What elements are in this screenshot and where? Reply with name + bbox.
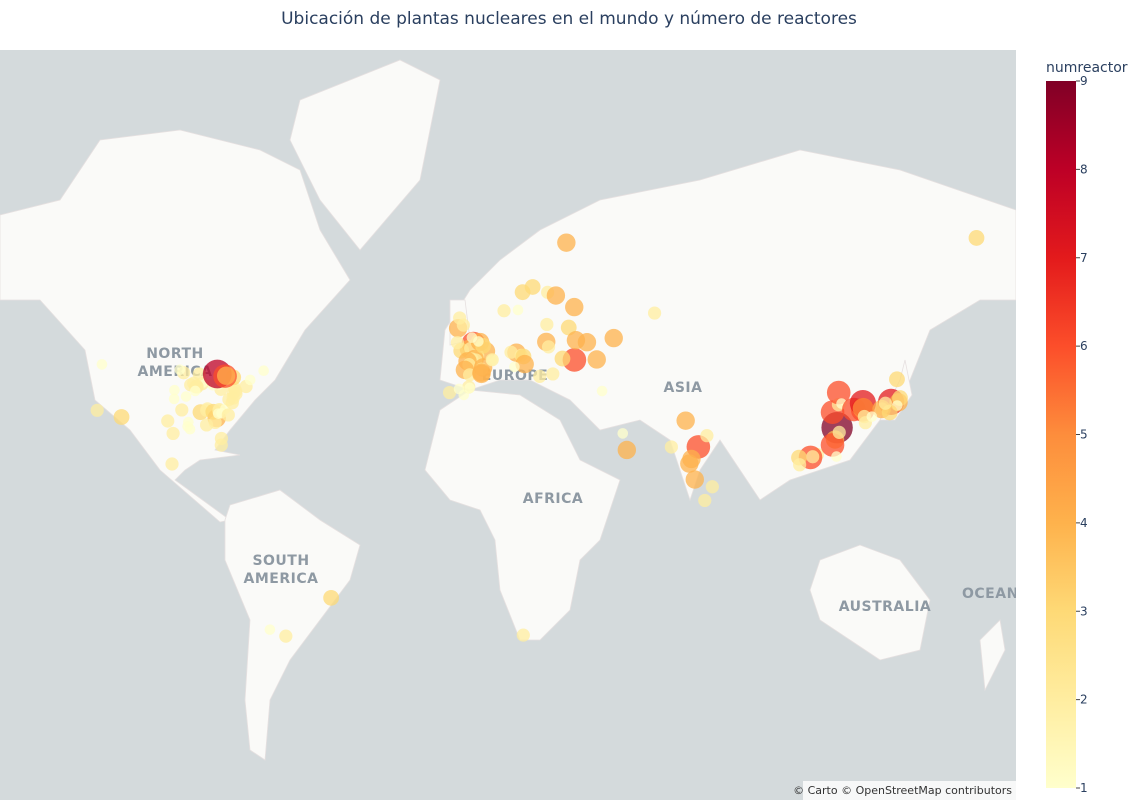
plant-marker[interactable] [647, 306, 662, 320]
plant-marker[interactable] [264, 624, 276, 635]
colorbar-tick-label: 8 [1080, 162, 1088, 176]
colorbar-tick-label: 1 [1080, 781, 1088, 795]
colorbar-tick-label: 6 [1080, 339, 1088, 353]
plant-marker[interactable] [806, 450, 820, 464]
plant-marker[interactable] [617, 428, 629, 439]
colorbar-tick-label: 2 [1080, 693, 1088, 707]
plant-marker[interactable] [450, 335, 465, 350]
plant-marker[interactable] [174, 364, 186, 375]
plant-marker[interactable] [676, 411, 695, 430]
plant-marker[interactable] [192, 367, 206, 381]
plant-marker[interactable] [698, 493, 712, 508]
plant-marker[interactable] [516, 628, 530, 642]
plant-marker[interactable] [866, 411, 878, 422]
plant-marker[interactable] [826, 380, 851, 405]
plant-marker[interactable] [485, 353, 499, 367]
plant-marker[interactable] [175, 403, 189, 417]
plant-marker[interactable] [560, 319, 577, 336]
plant-marker[interactable] [831, 451, 842, 462]
plant-marker[interactable] [524, 279, 541, 295]
plant-marker[interactable] [512, 304, 524, 316]
plant-marker[interactable] [546, 367, 560, 381]
plant-marker[interactable] [617, 440, 637, 460]
plant-marker[interactable] [968, 230, 985, 246]
plant-marker[interactable] [832, 425, 846, 439]
plant-marker[interactable] [497, 304, 511, 318]
colorbar-title: numreactor [1046, 60, 1128, 76]
plant-marker[interactable] [596, 385, 608, 397]
region-label: EUROPE [482, 368, 548, 384]
plant-marker[interactable] [96, 359, 108, 370]
plant-marker[interactable] [184, 423, 196, 435]
plant-marker[interactable] [504, 345, 518, 359]
plant-marker[interactable] [180, 391, 192, 402]
plant-marker[interactable] [565, 297, 584, 317]
plant-marker[interactable] [323, 589, 340, 606]
plant-marker[interactable] [878, 396, 892, 410]
plant-marker[interactable] [793, 458, 807, 472]
plant-marker[interactable] [515, 354, 534, 374]
plant-marker[interactable] [221, 408, 235, 422]
region-label: ASIA [664, 380, 703, 396]
plant-marker[interactable] [169, 384, 180, 396]
colorbar-tick-label: 9 [1080, 74, 1088, 88]
region-label: NORTH [146, 346, 204, 362]
plant-marker[interactable] [466, 332, 478, 343]
plant-marker[interactable] [587, 350, 606, 369]
plant-marker[interactable] [189, 385, 201, 397]
plant-marker[interactable] [577, 333, 597, 352]
plant-marker[interactable] [214, 431, 229, 446]
colorbar-tick-label: 7 [1080, 251, 1088, 265]
colorbar-tick-label: 3 [1080, 604, 1088, 618]
plant-marker[interactable] [279, 629, 293, 643]
plant-marker[interactable] [682, 449, 701, 469]
region-label: AMERICA [244, 571, 319, 587]
plant-marker[interactable] [604, 328, 623, 348]
region-label: OCEANIA [962, 586, 1036, 602]
plant-marker[interactable] [685, 470, 704, 489]
region-label: AFRICA [523, 491, 584, 507]
region-label: SOUTH [252, 553, 309, 569]
plant-marker[interactable] [533, 369, 547, 383]
colorbar [1046, 81, 1076, 788]
plant-marker[interactable] [464, 382, 475, 394]
plant-marker[interactable] [229, 387, 243, 401]
plant-marker[interactable] [705, 480, 719, 494]
plant-marker[interactable] [168, 393, 180, 405]
colorbar-tick-label: 5 [1080, 428, 1088, 442]
attribution[interactable]: © Carto © OpenStreetMap contributors [793, 784, 1012, 797]
plant-marker[interactable] [165, 457, 179, 471]
plant-marker[interactable] [216, 366, 236, 385]
plant-marker[interactable] [889, 371, 905, 388]
chart-title: Ubicación de plantas nucleares en el mun… [281, 9, 857, 29]
attribution-box [803, 781, 1016, 800]
plant-marker[interactable] [546, 286, 566, 305]
plant-marker[interactable] [113, 409, 130, 425]
plant-marker[interactable] [540, 317, 554, 332]
plant-marker[interactable] [541, 340, 556, 354]
plant-marker[interactable] [453, 383, 465, 395]
plant-marker[interactable] [161, 414, 175, 428]
plant-marker[interactable] [199, 418, 214, 432]
plant-marker[interactable] [472, 364, 491, 384]
plant-marker[interactable] [453, 311, 467, 325]
colorbar-tick-label: 4 [1080, 516, 1088, 530]
plant-marker[interactable] [244, 374, 256, 386]
plant-marker[interactable] [700, 429, 714, 443]
plant-marker[interactable] [90, 403, 104, 417]
plant-marker[interactable] [166, 426, 180, 441]
plant-marker[interactable] [442, 385, 457, 400]
region-label: AUSTRALIA [839, 599, 932, 615]
plant-marker[interactable] [820, 433, 845, 457]
plant-marker[interactable] [554, 350, 571, 367]
plant-marker[interactable] [509, 361, 520, 373]
plant-marker[interactable] [557, 233, 576, 252]
plant-marker[interactable] [258, 365, 269, 376]
plant-marker[interactable] [664, 440, 678, 454]
